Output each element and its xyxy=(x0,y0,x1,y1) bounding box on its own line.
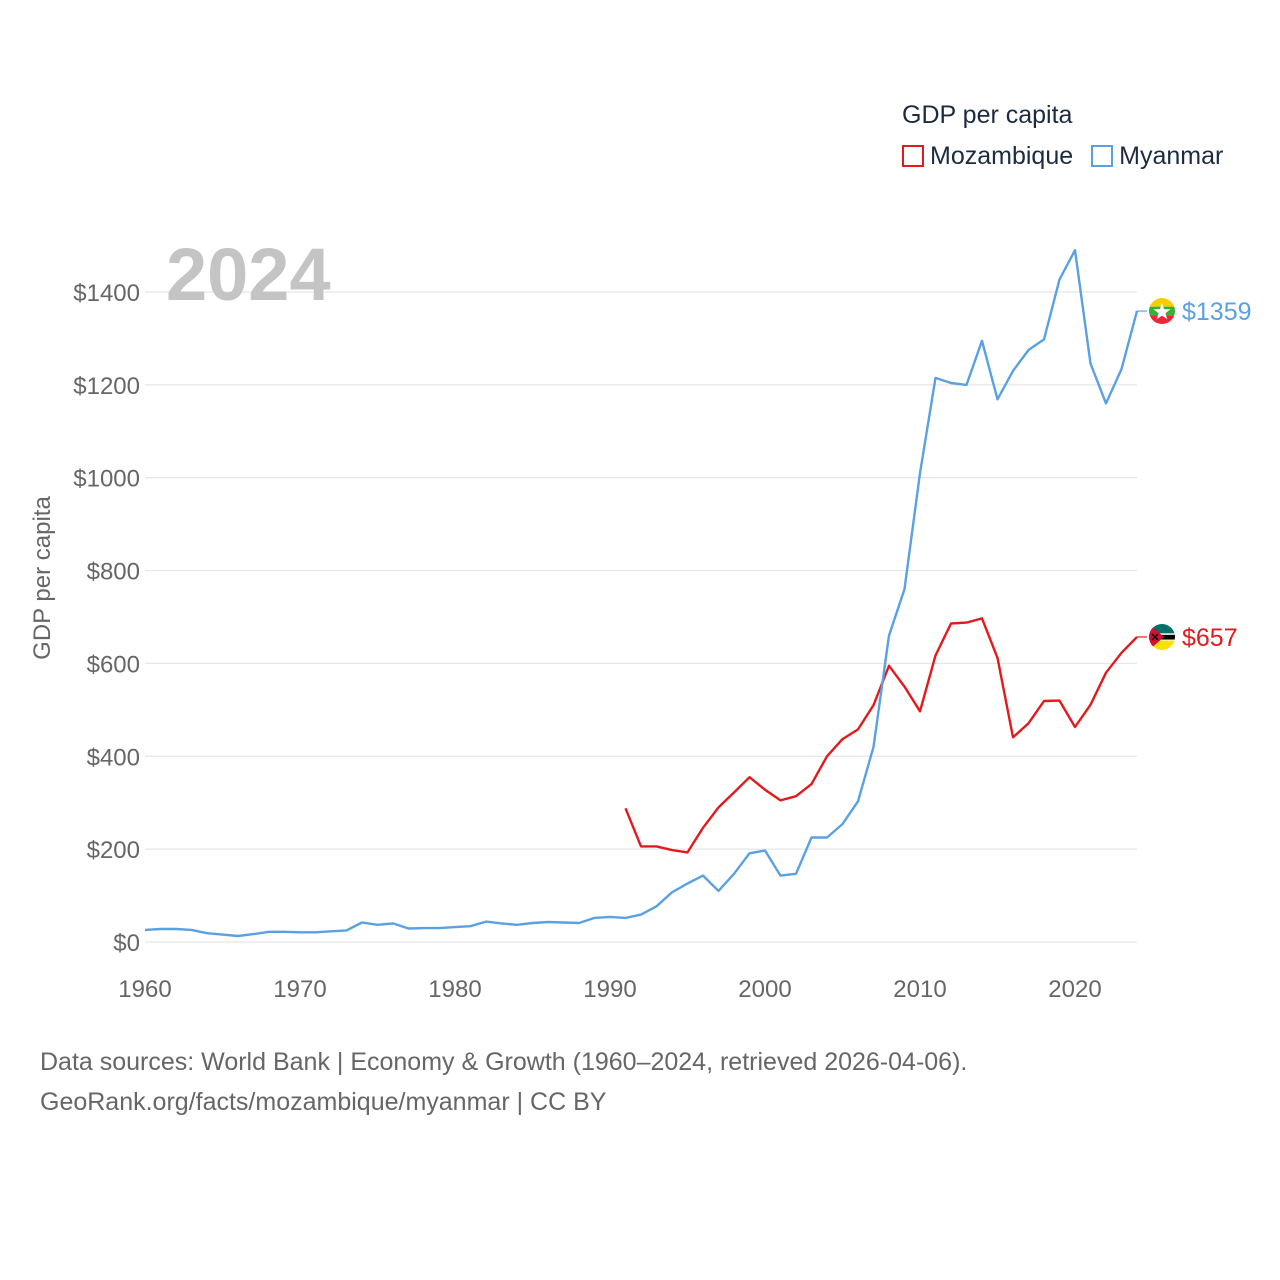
year-watermark: 2024 xyxy=(166,233,331,316)
y-axis-ticks: $0 $200 $400 $600 $800 $1000 $1200 $1400 xyxy=(73,280,140,957)
x-tick-label: 2000 xyxy=(738,976,791,1003)
legend-label-myanmar: Myanmar xyxy=(1119,142,1224,170)
x-tick-label: 1970 xyxy=(273,976,326,1003)
y-tick-label: $1200 xyxy=(73,373,140,400)
legend-title: GDP per capita xyxy=(902,101,1073,129)
legend-item-myanmar[interactable]: Myanmar xyxy=(1091,140,1223,172)
series-line-myanmar xyxy=(144,248,1139,938)
series-end-labels: $657 $1359 xyxy=(1137,298,1252,652)
legend-label-mozambique: Mozambique xyxy=(930,142,1074,170)
grid-lines xyxy=(145,291,1137,943)
attribution-link[interactable]: GeoRank.org/facts/mozambique/myanmar | C… xyxy=(40,1088,607,1116)
x-tick-label: 2010 xyxy=(893,976,946,1003)
y-tick-label: $200 xyxy=(87,837,140,864)
x-tick-label: 1980 xyxy=(428,976,481,1003)
y-tick-label: $600 xyxy=(87,651,140,678)
footer: Data sources: World Bank | Economy & Gro… xyxy=(40,1042,967,1122)
y-tick-label: $1000 xyxy=(73,466,140,493)
end-value-label-mozambique: $657 xyxy=(1182,624,1238,652)
y-axis-label: GDP per capita xyxy=(29,496,56,660)
myanmar-flag-icon xyxy=(1149,298,1175,325)
y-tick-label: $400 xyxy=(87,744,140,771)
x-tick-label: 1960 xyxy=(118,976,171,1003)
series-line-mozambique xyxy=(624,617,1138,854)
x-tick-label: 1990 xyxy=(583,976,636,1003)
y-tick-label: $0 xyxy=(113,930,140,957)
x-tick-label: 2020 xyxy=(1048,976,1101,1003)
legend-swatch-myanmar xyxy=(1091,145,1114,167)
end-value-label-myanmar: $1359 xyxy=(1182,298,1252,326)
x-axis-ticks: 1960 1970 1980 1990 2000 2010 2020 xyxy=(118,976,1101,1003)
series-lines xyxy=(144,248,1139,938)
mozambique-flag-icon xyxy=(1149,623,1175,650)
legend: GDP per capita Mozambique Myanmar xyxy=(902,98,1223,172)
data-sources: Data sources: World Bank | Economy & Gro… xyxy=(40,1048,968,1076)
y-tick-label: $1400 xyxy=(73,280,140,307)
legend-swatch-mozambique xyxy=(902,145,924,167)
y-tick-label: $800 xyxy=(87,559,140,586)
legend-item-mozambique[interactable]: Mozambique xyxy=(902,140,1073,172)
